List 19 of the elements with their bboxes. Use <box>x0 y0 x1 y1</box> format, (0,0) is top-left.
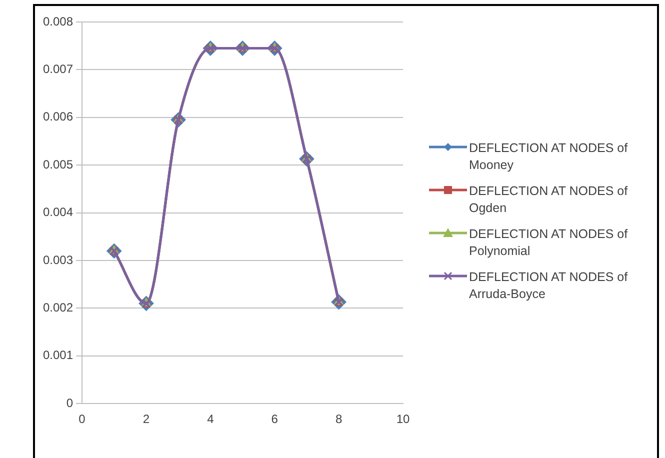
x-tick-label: 8 <box>335 412 342 426</box>
legend-label: DEFLECTION AT NODES of Ogden <box>469 183 629 217</box>
y-tick-label: 0.006 <box>43 110 74 124</box>
y-tick-label: 0.005 <box>43 157 74 172</box>
legend-label: DEFLECTION AT NODES of Polynomial <box>469 226 629 260</box>
x-tick-label: 2 <box>142 412 150 426</box>
x-tick-label: 4 <box>207 412 214 426</box>
x-tick-label: 0 <box>78 412 86 426</box>
y-tick-label: 0.002 <box>43 300 74 315</box>
y-tick-label: 0.001 <box>43 348 74 362</box>
y-tick-label: 0.004 <box>43 205 74 220</box>
y-tick-label: 0.003 <box>43 252 74 267</box>
legend-label: DEFLECTION AT NODES of Arruda-Boyce <box>469 269 629 303</box>
legend-label: DEFLECTION AT NODES of Mooney <box>469 140 629 174</box>
y-tick-label: 0.008 <box>43 14 74 28</box>
x-tick-label: 10 <box>396 412 410 426</box>
x-tick-label: 6 <box>271 412 278 426</box>
y-tick-label: 0.007 <box>43 62 74 76</box>
y-tick-label: 0 <box>66 396 74 410</box>
